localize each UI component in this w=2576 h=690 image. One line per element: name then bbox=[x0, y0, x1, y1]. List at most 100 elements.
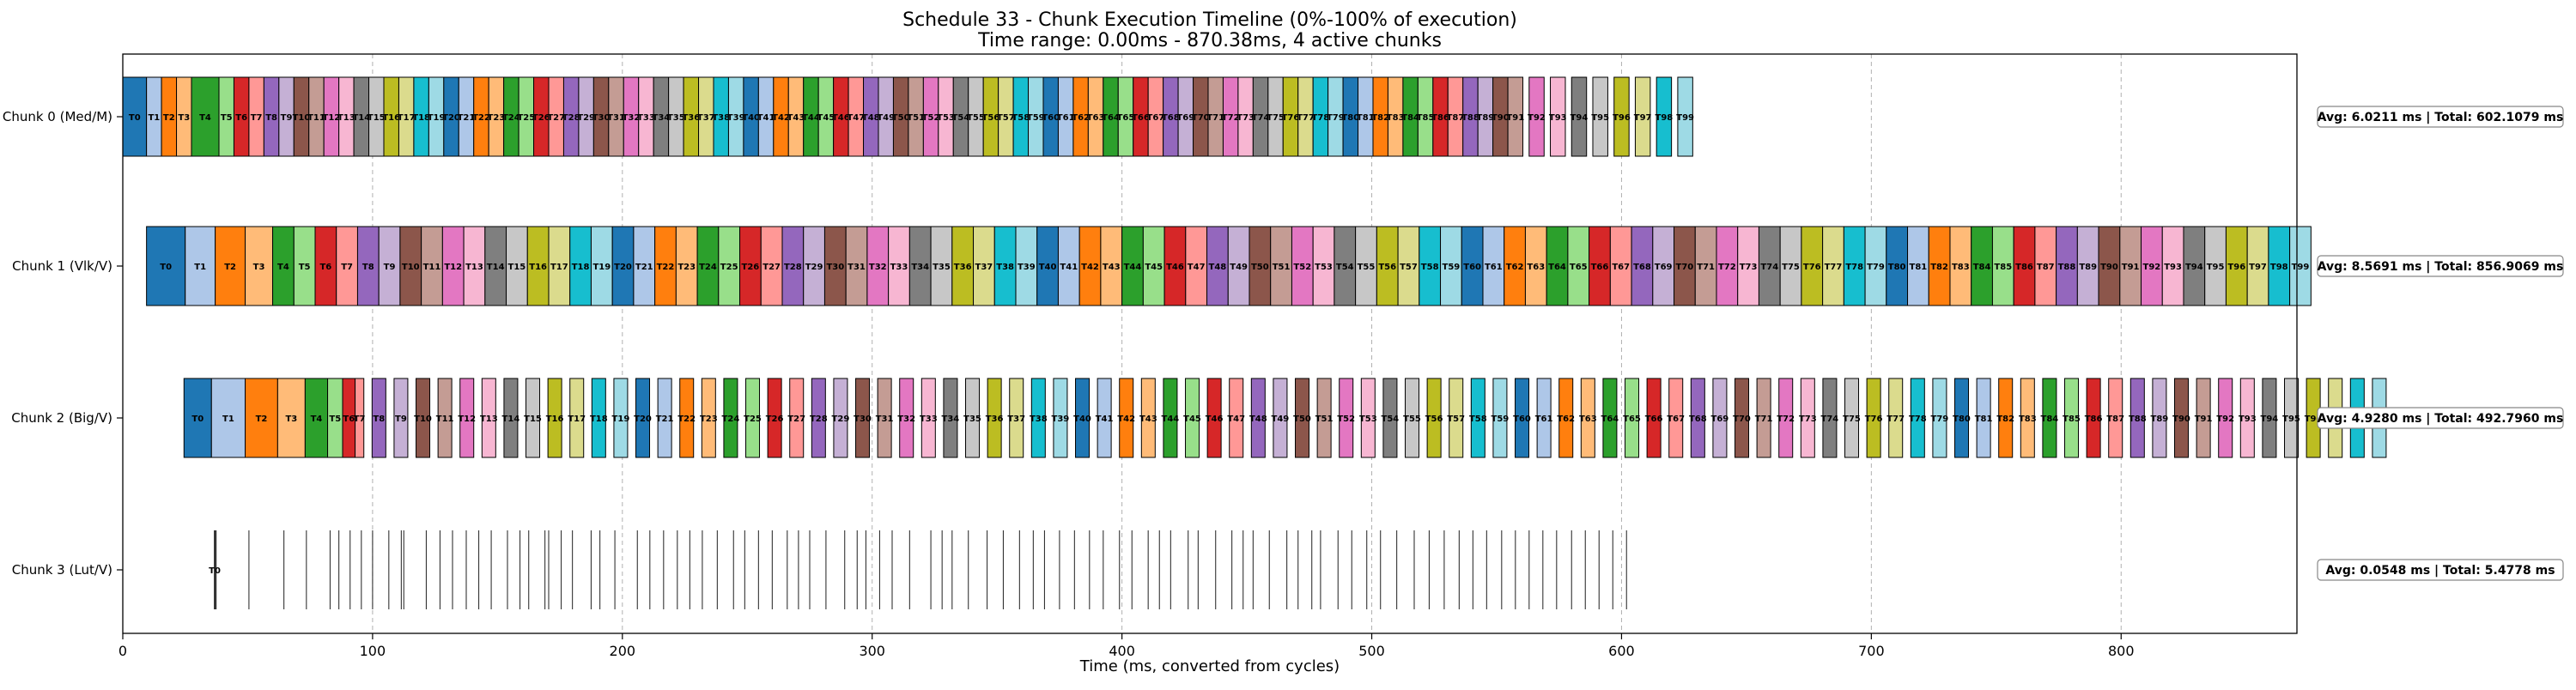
task-bar bbox=[2141, 226, 2163, 306]
task-label: T81 bbox=[1357, 113, 1375, 123]
task-bar bbox=[701, 378, 716, 458]
task-bar bbox=[2289, 226, 2312, 306]
task-bar bbox=[293, 226, 316, 306]
task-label: T68 bbox=[1162, 113, 1180, 123]
task-bar bbox=[1866, 378, 1881, 458]
stats-box: Avg: 8.5691 ms | Total: 856.9069 ms bbox=[2317, 255, 2564, 277]
task-bar bbox=[1057, 226, 1080, 306]
task-label: T27 bbox=[787, 415, 805, 424]
task-bar bbox=[2086, 378, 2101, 458]
task-label: T25 bbox=[720, 263, 738, 272]
task-label: T58 bbox=[1012, 113, 1030, 123]
task-label: T90 bbox=[1492, 113, 1510, 123]
task-bar bbox=[2020, 378, 2035, 458]
task-bar bbox=[1646, 378, 1662, 458]
task-bar bbox=[1250, 378, 1266, 458]
task-label: T13 bbox=[337, 113, 355, 123]
task-bar bbox=[1249, 226, 1272, 306]
task-label: T11 bbox=[423, 263, 441, 272]
task-label: T82 bbox=[1930, 263, 1948, 272]
task-label: T54 bbox=[952, 113, 970, 123]
task-label: T88 bbox=[2058, 263, 2076, 272]
task-bar bbox=[1163, 378, 1178, 458]
task-label: T36 bbox=[682, 113, 700, 123]
task-label: T62 bbox=[1072, 113, 1090, 123]
task-bar bbox=[1694, 226, 1717, 306]
task-bar bbox=[973, 226, 995, 306]
task-bar bbox=[1976, 378, 1991, 458]
task-label: T28 bbox=[562, 113, 580, 123]
task-label: T2 bbox=[224, 263, 236, 272]
task-label: T7 bbox=[251, 113, 263, 123]
task-label: T91 bbox=[2195, 415, 2213, 424]
task-label: T73 bbox=[1799, 415, 1817, 424]
task-label: T24 bbox=[502, 113, 520, 123]
task-label: T11 bbox=[436, 415, 454, 424]
task-label: T33 bbox=[637, 113, 655, 123]
task-bar bbox=[1185, 226, 1208, 306]
task-label: T57 bbox=[1400, 263, 1418, 272]
task-label: T18 bbox=[590, 415, 608, 424]
task-bar bbox=[1910, 378, 1925, 458]
task-bar bbox=[803, 226, 825, 306]
task-label: T72 bbox=[1718, 263, 1736, 272]
task-label: T5 bbox=[299, 263, 311, 272]
task-label: T45 bbox=[1145, 263, 1163, 272]
task-label: T28 bbox=[784, 263, 802, 272]
stats-box: Avg: 4.9280 ms | Total: 492.7960 ms bbox=[2317, 407, 2564, 429]
task-label: T15 bbox=[524, 415, 542, 424]
task-bar bbox=[1656, 76, 1673, 157]
task-label: T36 bbox=[954, 263, 972, 272]
task-bar bbox=[1009, 378, 1024, 458]
task-bar bbox=[760, 226, 783, 306]
task-bar bbox=[569, 378, 585, 458]
task-bar bbox=[1580, 378, 1595, 458]
task-label: T17 bbox=[550, 263, 568, 272]
stats-box-frame bbox=[2317, 255, 2564, 277]
task-bar bbox=[2108, 378, 2123, 458]
task-bar bbox=[1928, 226, 1951, 306]
task-label: T53 bbox=[937, 113, 955, 123]
task-label: T50 bbox=[892, 113, 910, 123]
task-label: T42 bbox=[1081, 263, 1099, 272]
task-label: T40 bbox=[1039, 263, 1057, 272]
task-bar bbox=[2042, 378, 2057, 458]
task-bar bbox=[1015, 226, 1038, 306]
task-label: T51 bbox=[1315, 415, 1334, 424]
task-bar bbox=[1524, 226, 1547, 306]
task-bar bbox=[1312, 226, 1335, 306]
task-bar bbox=[1339, 378, 1354, 458]
task-label: T94 bbox=[1571, 113, 1589, 123]
task-bar bbox=[1716, 226, 1739, 306]
task-bar bbox=[1822, 226, 1844, 306]
task-label: T57 bbox=[1447, 415, 1465, 424]
task-bar bbox=[2174, 378, 2190, 458]
task-bar bbox=[276, 378, 306, 458]
task-label: T87 bbox=[2106, 415, 2124, 424]
task-bar bbox=[185, 226, 216, 306]
task-label: T8 bbox=[362, 263, 374, 272]
task-label: T90 bbox=[2100, 263, 2118, 272]
task-label: T22 bbox=[472, 113, 490, 123]
task-label: T79 bbox=[1327, 113, 1345, 123]
task-label: T93 bbox=[1549, 113, 1567, 123]
task-label: T86 bbox=[2085, 415, 2103, 424]
task-bar bbox=[191, 76, 220, 157]
task-label: T35 bbox=[933, 263, 951, 272]
task-label: T58 bbox=[1469, 415, 1487, 424]
task-label: T18 bbox=[412, 113, 430, 123]
task-bar bbox=[1668, 378, 1684, 458]
task-label: T89 bbox=[2079, 263, 2097, 272]
task-label: T14 bbox=[487, 263, 505, 272]
task-bar bbox=[1625, 378, 1640, 458]
task-bar bbox=[1737, 226, 1759, 306]
task-bar bbox=[463, 226, 486, 306]
task-label: T67 bbox=[1612, 263, 1630, 272]
task-label: T55 bbox=[967, 113, 985, 123]
task-label: T31 bbox=[607, 113, 625, 123]
task-label: T71 bbox=[1206, 113, 1224, 123]
task-bar bbox=[1613, 76, 1630, 157]
task-label: T52 bbox=[922, 113, 940, 123]
task-label: T39 bbox=[1052, 415, 1070, 424]
task-label: T85 bbox=[1417, 113, 1435, 123]
